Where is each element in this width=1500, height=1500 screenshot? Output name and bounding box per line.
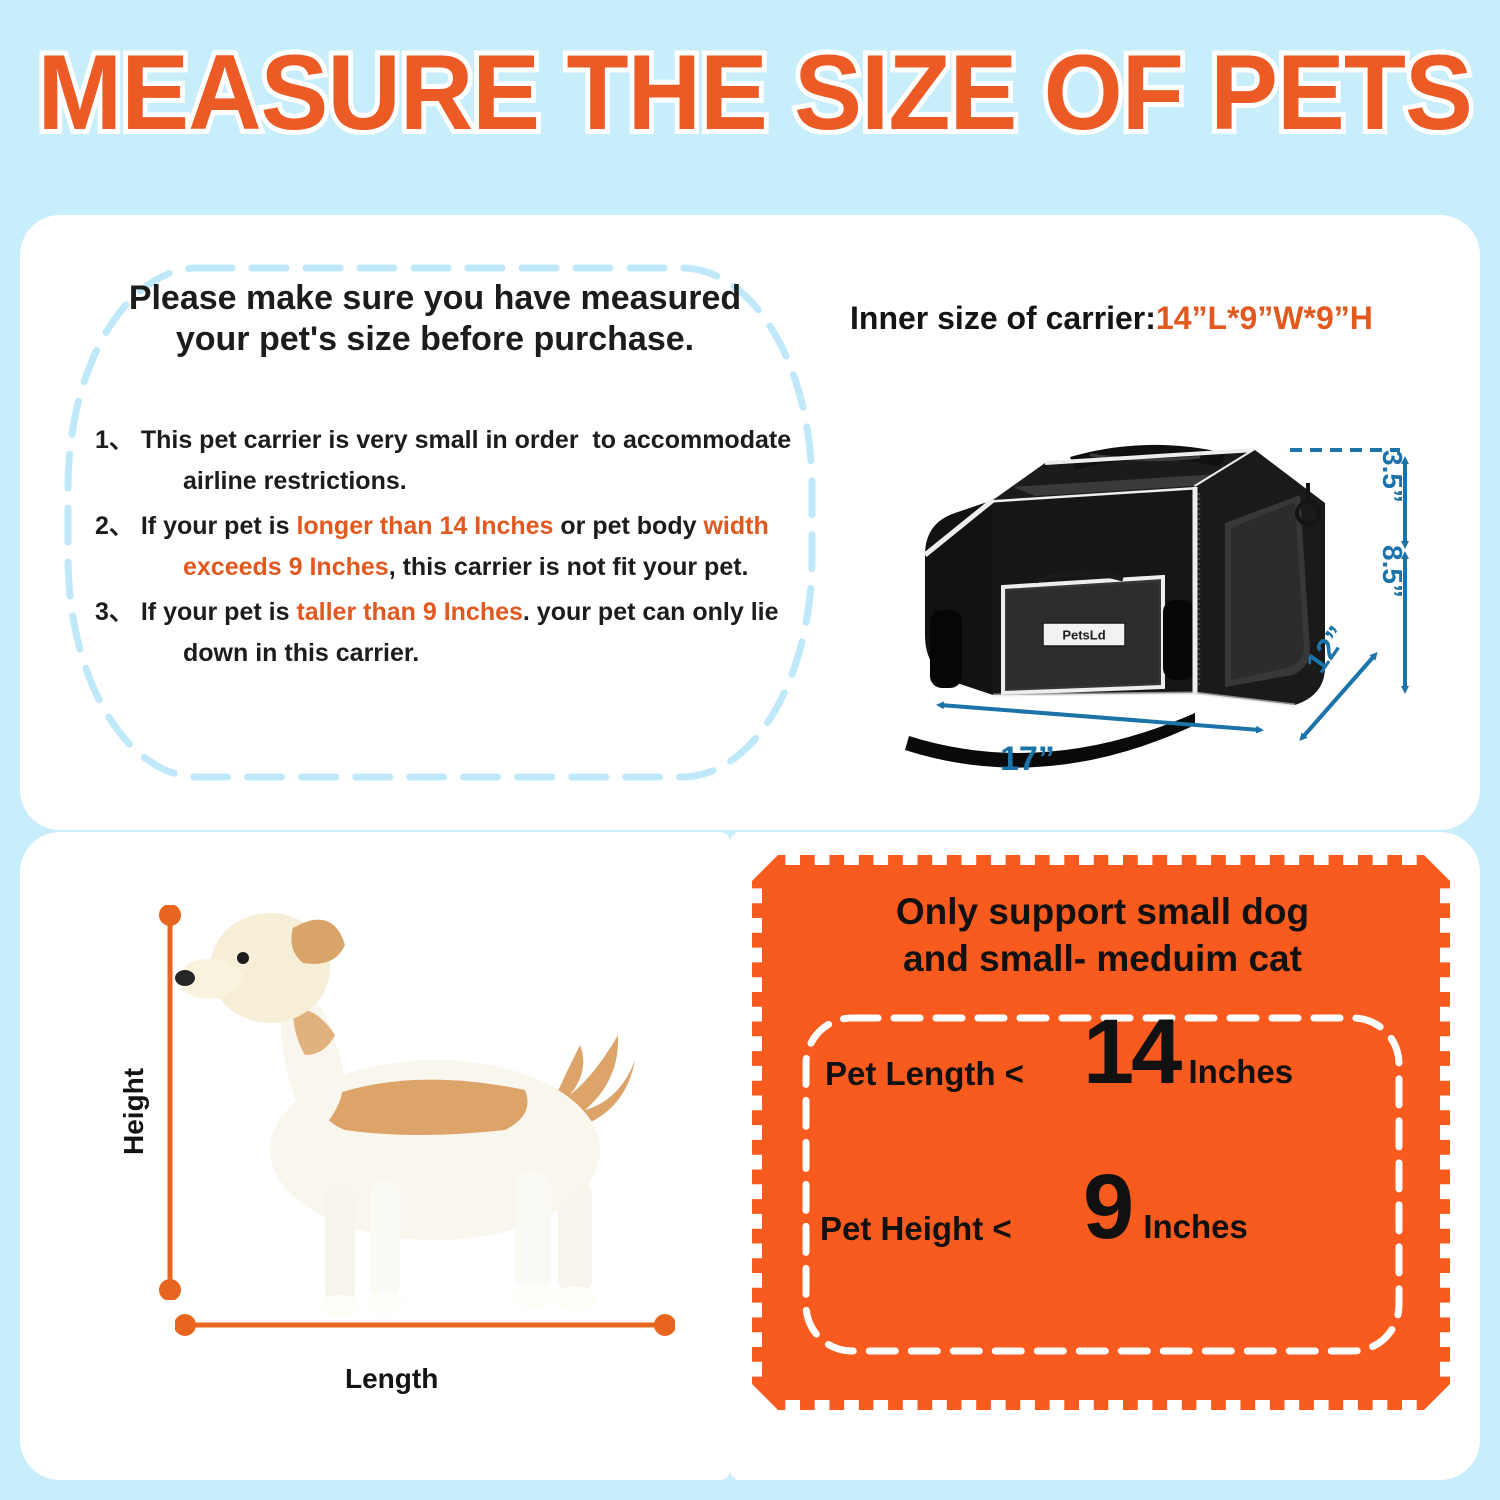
svg-text:PetsLd: PetsLd xyxy=(1062,628,1105,643)
